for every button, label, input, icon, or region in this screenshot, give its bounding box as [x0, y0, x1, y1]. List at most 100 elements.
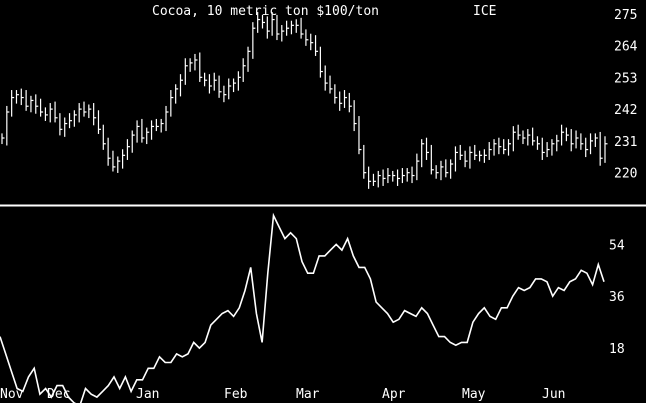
price-bar	[141, 118, 145, 143]
price-bar	[319, 46, 323, 78]
price-bar	[78, 103, 82, 123]
price-bar	[121, 149, 126, 169]
price-bar	[160, 118, 164, 133]
price-bar	[363, 144, 367, 179]
month-label: Jun	[542, 387, 565, 402]
price-bar	[488, 142, 492, 160]
price-bar	[194, 53, 198, 71]
price-bar	[401, 168, 405, 184]
price-bar	[242, 58, 246, 82]
price-bar	[126, 139, 130, 160]
price-bar	[570, 129, 574, 152]
price-bar	[136, 120, 140, 143]
price-bar	[170, 90, 174, 117]
price-bar	[290, 20, 294, 35]
price-bar	[39, 98, 44, 117]
price-tick-label: 231	[614, 135, 637, 150]
price-bar	[88, 104, 92, 119]
price-bar	[146, 127, 150, 145]
price-bar	[589, 133, 594, 155]
month-label: Mar	[296, 387, 320, 402]
price-bar	[469, 146, 473, 169]
price-bar	[604, 136, 608, 163]
month-label: Apr	[382, 387, 406, 402]
price-bar	[353, 100, 357, 132]
price-bar	[440, 160, 444, 181]
price-bar	[377, 170, 381, 188]
price-bar	[503, 139, 507, 155]
price-bar	[49, 103, 53, 123]
price-bar	[411, 166, 415, 184]
price-bar	[261, 14, 265, 29]
chart-title: Cocoa, 10 metric ton $100/ton	[152, 4, 379, 19]
price-bar	[387, 168, 391, 184]
price-bar	[507, 139, 512, 156]
price-bar	[512, 126, 516, 152]
volume-line	[0, 212, 605, 403]
price-bar	[310, 33, 314, 51]
price-bar	[276, 14, 280, 41]
price-bar	[478, 150, 483, 162]
price-bar	[474, 144, 478, 160]
price-bar	[107, 137, 111, 166]
price-bar	[435, 165, 439, 179]
price-bar	[64, 117, 68, 137]
price-bar	[150, 120, 155, 140]
price-bar	[334, 84, 338, 104]
month-label: Nov	[0, 387, 24, 402]
price-bar	[228, 78, 232, 100]
price-bar	[155, 118, 159, 132]
price-bar	[15, 90, 19, 104]
price-bar	[396, 169, 401, 186]
price-bar	[599, 131, 603, 166]
price-bar	[11, 90, 15, 117]
price-bar	[300, 17, 304, 39]
price-bar	[179, 74, 183, 97]
price-bar	[30, 95, 34, 113]
price-bar	[281, 25, 285, 42]
price-bar	[454, 146, 458, 172]
price-bar	[594, 133, 598, 147]
price-bar	[257, 12, 261, 33]
price-bar	[266, 16, 270, 39]
price-bar	[184, 58, 188, 85]
price-bar	[93, 103, 97, 126]
month-axis: Nov Dec Jan Feb Mar Apr May Jun	[0, 387, 565, 402]
price-bar	[208, 74, 212, 94]
price-bar	[541, 137, 545, 160]
price-bar	[368, 166, 372, 189]
price-bar	[175, 84, 179, 104]
price-bar	[536, 136, 540, 150]
price-bar	[372, 173, 376, 186]
price-bars	[1, 12, 608, 189]
price-bar	[35, 94, 39, 114]
price-bar	[54, 101, 58, 123]
price-bar	[348, 92, 352, 113]
price-bar	[1, 133, 5, 145]
price-bar	[565, 127, 569, 142]
price-bar	[97, 110, 101, 134]
price-bar	[102, 124, 106, 150]
price-bar	[6, 105, 10, 146]
volume-panel: 54 36 18	[0, 212, 625, 403]
price-bar	[25, 90, 29, 111]
price-bar	[416, 153, 420, 181]
month-label: Jan	[136, 387, 159, 402]
price-bar	[329, 75, 333, 94]
price-bar	[517, 124, 521, 140]
price-bar	[112, 150, 116, 172]
price-bar	[232, 78, 237, 93]
price-bar	[522, 130, 526, 145]
price-bar	[223, 85, 227, 103]
price-tick-label: 242	[614, 103, 637, 118]
price-bar	[83, 101, 87, 117]
price-bar	[556, 134, 560, 152]
price-bar	[20, 88, 24, 106]
price-bar	[59, 113, 63, 136]
price-bar	[117, 156, 121, 173]
price-axis: 275 264 253 242 231 220	[614, 8, 638, 182]
price-bar	[68, 113, 73, 129]
price-bar	[343, 90, 348, 108]
price-bar	[532, 127, 536, 146]
